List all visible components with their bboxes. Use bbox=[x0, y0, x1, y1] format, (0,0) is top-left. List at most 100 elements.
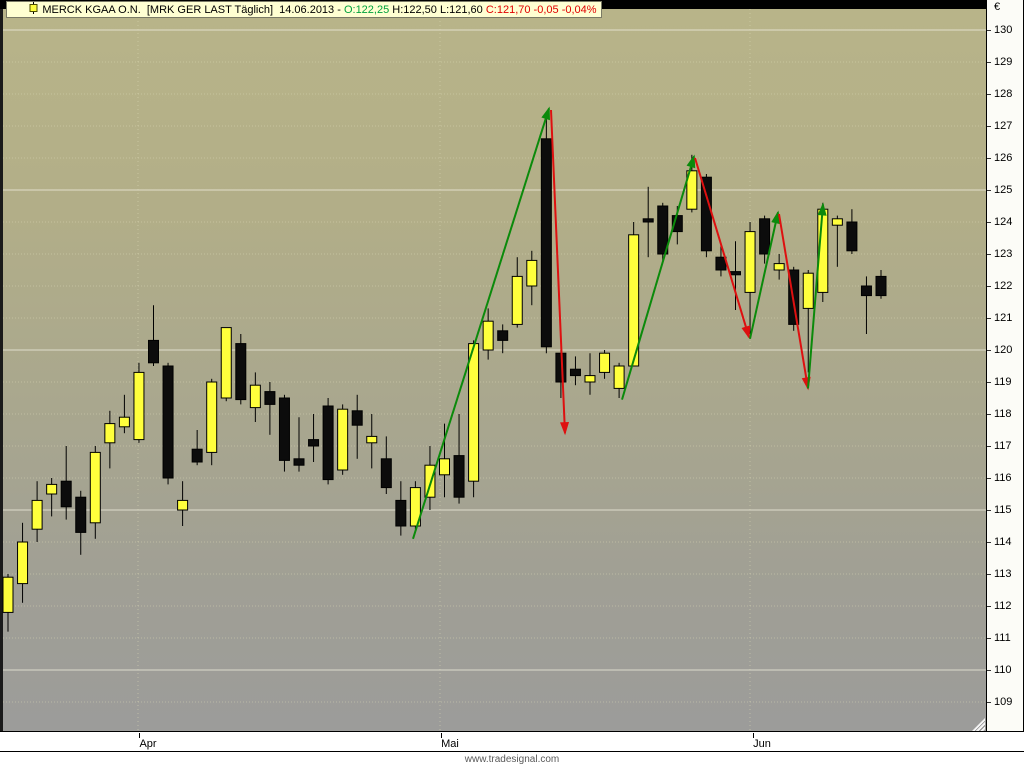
zigzag-line bbox=[807, 204, 824, 389]
date-axis-panel[interactable]: Apr Mai Jun bbox=[0, 731, 1024, 752]
candle-body[interactable] bbox=[657, 205, 669, 255]
price-tick-mark bbox=[987, 158, 991, 159]
price-tick-mark bbox=[987, 414, 991, 415]
zigzag-line bbox=[412, 108, 550, 540]
chart-canvas[interactable] bbox=[0, 9, 986, 731]
candle-body[interactable] bbox=[686, 170, 698, 210]
candle-body[interactable] bbox=[17, 541, 29, 585]
currency-label: € bbox=[994, 1, 1001, 13]
down-arrowhead bbox=[741, 325, 751, 340]
candle-body[interactable] bbox=[60, 480, 72, 508]
candle-body[interactable] bbox=[628, 234, 640, 367]
candle-body[interactable] bbox=[235, 343, 247, 401]
candle-body[interactable] bbox=[773, 263, 785, 271]
candle-body[interactable] bbox=[104, 423, 116, 444]
candle-body[interactable] bbox=[249, 384, 261, 409]
price-tick-mark bbox=[987, 510, 991, 511]
candle-body[interactable] bbox=[220, 327, 232, 399]
candle-body[interactable] bbox=[526, 259, 538, 287]
candle-body[interactable] bbox=[599, 352, 611, 373]
watermark-text: www.tradesignal.com bbox=[464, 754, 560, 765]
candle-body[interactable] bbox=[511, 275, 523, 325]
candle-body[interactable] bbox=[337, 408, 349, 471]
price-tick-label: 122 bbox=[994, 280, 1013, 292]
candle-body[interactable] bbox=[497, 330, 509, 341]
candle-body[interactable] bbox=[89, 451, 101, 524]
zigzag-line bbox=[550, 109, 566, 434]
candlestick-icon bbox=[11, 0, 38, 29]
candle-body[interactable] bbox=[700, 176, 712, 252]
price-tick-label: 114 bbox=[994, 536, 1012, 548]
candle-body[interactable] bbox=[118, 416, 130, 428]
candle-body[interactable] bbox=[322, 405, 334, 481]
candle-body[interactable] bbox=[75, 496, 87, 533]
candle-body[interactable] bbox=[730, 271, 741, 276]
price-tick-label: 110 bbox=[994, 664, 1012, 676]
price-tick-mark bbox=[987, 94, 991, 95]
price-tick-label: 130 bbox=[994, 24, 1013, 36]
price-tick-label: 112 bbox=[994, 600, 1012, 612]
candle-body[interactable] bbox=[802, 272, 814, 309]
price-tick-label: 127 bbox=[994, 120, 1013, 132]
candle-body[interactable] bbox=[293, 458, 305, 466]
candle-body[interactable] bbox=[2, 576, 14, 613]
candle-body[interactable] bbox=[569, 368, 581, 377]
candle-body[interactable] bbox=[191, 448, 203, 463]
candle-body[interactable] bbox=[46, 483, 58, 495]
candle-body[interactable] bbox=[308, 439, 320, 447]
candle-body[interactable] bbox=[162, 365, 174, 479]
candle-body[interactable] bbox=[351, 410, 363, 426]
candle-body[interactable] bbox=[759, 218, 771, 255]
candle-body[interactable] bbox=[613, 365, 625, 389]
price-tick-mark bbox=[987, 286, 991, 287]
price-axis-panel[interactable]: € 130 129 128 127 126 125 124 123 122 121 120 119 11… bbox=[986, 0, 1024, 741]
candle-body[interactable] bbox=[482, 320, 494, 351]
candle-body[interactable] bbox=[424, 464, 436, 498]
candle-body[interactable] bbox=[264, 391, 276, 405]
candle-body[interactable] bbox=[409, 487, 421, 527]
price-tick-mark bbox=[987, 318, 991, 319]
up-arrowhead bbox=[541, 106, 550, 121]
candle-body[interactable] bbox=[860, 285, 872, 297]
candle-body[interactable] bbox=[875, 275, 887, 297]
price-tick-mark bbox=[987, 350, 991, 351]
price-tick-mark bbox=[987, 638, 991, 639]
candle-body[interactable] bbox=[744, 231, 756, 293]
candle-body[interactable] bbox=[133, 371, 145, 441]
candle-body[interactable] bbox=[468, 343, 480, 482]
candle-body[interactable] bbox=[31, 499, 43, 530]
close-change-values: C:121,70 -0,05 -0,04% bbox=[485, 3, 597, 16]
month-label: Apr bbox=[139, 738, 157, 750]
month-label: Jun bbox=[753, 738, 771, 750]
price-tick-label: 120 bbox=[994, 344, 1013, 356]
instrument-name-and-date: MERCK KGAA O.N. [MRK GER LAST Täglich] 1… bbox=[42, 3, 344, 16]
up-arrowhead bbox=[771, 210, 781, 225]
candle-body[interactable] bbox=[206, 381, 218, 453]
candle-body[interactable] bbox=[439, 458, 450, 476]
candle-body[interactable] bbox=[453, 455, 465, 498]
price-tick-label: 115 bbox=[994, 504, 1012, 516]
date-tick-mark bbox=[753, 733, 754, 738]
candle-body[interactable] bbox=[380, 458, 392, 489]
candle-body[interactable] bbox=[846, 221, 858, 252]
candle-body[interactable] bbox=[366, 435, 378, 444]
candle-body[interactable] bbox=[540, 138, 552, 348]
candle-body[interactable] bbox=[278, 397, 290, 461]
price-tick-label: 128 bbox=[994, 88, 1013, 100]
candle-body[interactable] bbox=[642, 218, 654, 223]
month-label: Mai bbox=[441, 738, 459, 750]
candle-body[interactable] bbox=[177, 499, 189, 511]
price-tick-label: 121 bbox=[994, 312, 1013, 324]
candle-body[interactable] bbox=[148, 339, 159, 364]
chart-plot-area[interactable] bbox=[0, 9, 986, 731]
price-tick-label: 125 bbox=[994, 184, 1013, 196]
candle-body[interactable] bbox=[831, 218, 843, 226]
high-low-values: H:122,50 L:121,60 bbox=[389, 3, 486, 16]
price-tick-mark bbox=[987, 126, 991, 127]
candle-body[interactable] bbox=[395, 499, 407, 527]
candle-body[interactable] bbox=[584, 375, 596, 383]
price-tick-label: 124 bbox=[994, 216, 1013, 228]
price-tick-mark bbox=[987, 478, 991, 479]
open-value: O:122,25 bbox=[343, 3, 390, 16]
